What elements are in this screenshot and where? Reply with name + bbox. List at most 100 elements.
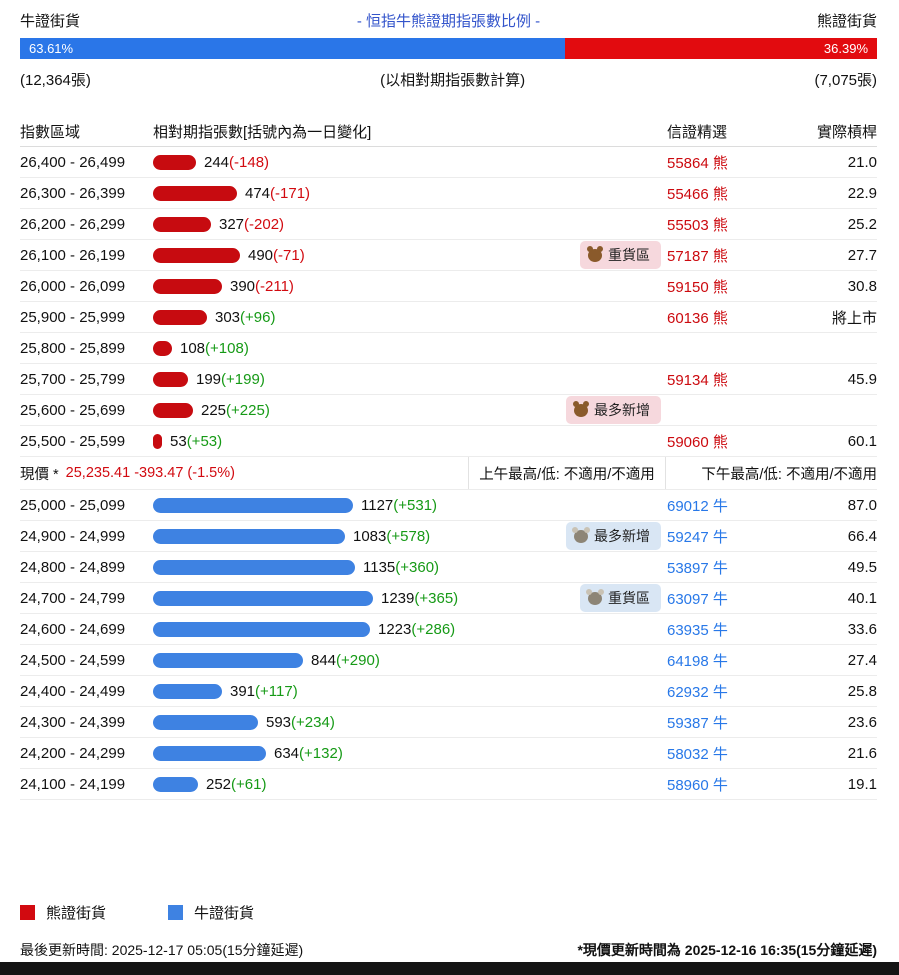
leverage-value: 23.6 xyxy=(847,713,877,731)
cert-code[interactable]: 59060 熊 xyxy=(667,433,728,451)
index-range: 26,000 - 26,099 xyxy=(20,277,126,295)
ox-face-icon xyxy=(572,526,590,543)
contracts-cell: 1223(+286) xyxy=(153,621,667,638)
current-price-cell: 現價 * 25,235.41 -393.47 (-1.5%) xyxy=(20,457,468,489)
leverage-value: 27.4 xyxy=(847,651,877,669)
cert-code[interactable]: 69012 牛 xyxy=(667,497,728,515)
bear-ratio-segment: 36.39% xyxy=(565,38,877,59)
leverage-value: 45.9 xyxy=(847,370,877,388)
contracts-change: (+96) xyxy=(240,308,276,326)
leverage-value: 27.7 xyxy=(847,246,877,264)
contracts-bar xyxy=(153,433,162,449)
zone-badge: 最多新增 xyxy=(566,396,661,424)
table-row: 25,500 - 25,599 53(+53) 59060 熊 60.1 xyxy=(20,426,877,457)
index-range: 24,300 - 24,399 xyxy=(20,713,126,731)
cert-code[interactable]: 58960 牛 xyxy=(667,776,728,794)
afternoon-high-low: 下午最高/低: 不適用/不適用 xyxy=(665,457,877,489)
badge-label: 最多新增 xyxy=(594,528,650,544)
contracts-cell: 1135(+360) xyxy=(153,559,667,576)
contracts-bar xyxy=(153,559,355,575)
contracts-text: 1083(+578) xyxy=(353,528,430,545)
contracts-value: 1239 xyxy=(381,589,415,607)
cert-code[interactable]: 60136 熊 xyxy=(667,309,728,327)
contracts-change: (-71) xyxy=(273,246,305,264)
cert-code[interactable]: 59150 熊 xyxy=(667,278,728,296)
contracts-cell: 244(-148) xyxy=(153,154,667,171)
badge-label: 重貨區 xyxy=(608,590,650,606)
contracts-value: 244 xyxy=(204,153,230,171)
cert-code[interactable]: 55864 熊 xyxy=(667,154,728,172)
table-row: 26,400 - 26,499 244(-148) 55864 熊 21.0 xyxy=(20,147,877,178)
table-row: 25,600 - 25,699 225(+225) 最多新增 xyxy=(20,395,877,426)
contracts-bar xyxy=(153,185,237,201)
contracts-bar xyxy=(153,745,266,761)
table-row: 24,700 - 24,799 1239(+365) 重貨區 63097 牛 4… xyxy=(20,583,877,614)
contracts-cell: 252(+61) xyxy=(153,776,667,793)
bull-ratio-percent: 63.61% xyxy=(29,41,74,56)
contracts-change: (+531) xyxy=(393,496,438,514)
top-header: 牛證街貨 - 恒指牛熊證期指張數比例 - 熊證街貨 xyxy=(20,9,877,31)
table-row: 26,000 - 26,099 390(-211) 59150 熊 30.8 xyxy=(20,271,877,302)
cert-code[interactable]: 59247 牛 xyxy=(667,528,728,546)
contracts-cell: 199(+199) xyxy=(153,371,667,388)
contracts-value: 199 xyxy=(196,370,222,388)
contracts-change: (+234) xyxy=(291,713,335,731)
cert-code[interactable]: 57187 熊 xyxy=(667,247,728,265)
contracts-bar xyxy=(153,776,198,792)
leverage-value: 21.6 xyxy=(847,744,877,762)
contracts-text: 327(-202) xyxy=(219,216,284,233)
table-row: 24,800 - 24,899 1135(+360) 53897 牛 49.5 xyxy=(20,552,877,583)
totals-row: (12,364張) (以相對期指張數計算) (7,075張) xyxy=(20,69,877,90)
cert-code[interactable]: 63097 牛 xyxy=(667,590,728,608)
contracts-value: 1135 xyxy=(363,558,396,576)
contracts-bar xyxy=(153,402,193,418)
leverage-value: 49.5 xyxy=(847,558,877,576)
contracts-cell: 593(+234) xyxy=(153,714,667,731)
leverage-value: 66.4 xyxy=(847,527,877,545)
contracts-bar xyxy=(153,497,353,513)
contracts-cell: 474(-171) xyxy=(153,185,667,202)
contracts-value: 1223 xyxy=(378,620,412,638)
cert-code[interactable]: 59134 熊 xyxy=(667,371,728,389)
contracts-bar xyxy=(153,621,370,637)
table-header: 指數區域 相對期指張數[括號內為一日變化] 信證精選 實際槓桿 xyxy=(20,117,877,147)
contracts-bar xyxy=(153,154,196,170)
badge-label: 重貨區 xyxy=(608,247,650,263)
contracts-text: 490(-71) xyxy=(248,247,305,264)
contracts-text: 108(+108) xyxy=(180,340,249,357)
contracts-change: (+53) xyxy=(186,432,223,450)
contracts-bar xyxy=(153,652,303,668)
leverage-value: 21.0 xyxy=(847,153,877,171)
contracts-text: 390(-211) xyxy=(230,278,294,295)
cert-code[interactable]: 55466 熊 xyxy=(667,185,728,203)
contracts-cell: 1127(+531) xyxy=(153,497,667,514)
index-range: 24,100 - 24,199 xyxy=(20,775,126,793)
leverage-value: 87.0 xyxy=(847,496,877,514)
bull-swatch-icon xyxy=(168,905,184,920)
table-row: 26,300 - 26,399 474(-171) 55466 熊 22.9 xyxy=(20,178,877,209)
bull-bear-ratio-bar: 63.61% 36.39% xyxy=(20,38,877,59)
bull-holdings-label: 牛證街貨 xyxy=(20,12,81,30)
cert-code[interactable]: 59387 牛 xyxy=(667,714,728,732)
price-updated-time: *現價更新時間為 2025-12-16 16:35(15分鐘延遲) xyxy=(577,942,877,958)
index-range: 24,400 - 24,499 xyxy=(20,682,126,700)
contracts-change: (+365) xyxy=(414,589,459,607)
index-range: 24,800 - 24,899 xyxy=(20,558,126,576)
contracts-value: 1127 xyxy=(361,496,394,514)
distribution-table: 指數區域 相對期指張數[括號內為一日變化] 信證精選 實際槓桿 26,400 -… xyxy=(20,117,877,800)
legend-item-bull: 牛證街貨 xyxy=(168,902,254,923)
legend-bull-label: 牛證街貨 xyxy=(194,905,255,922)
cert-code[interactable]: 64198 牛 xyxy=(667,652,728,670)
cert-code[interactable]: 58032 牛 xyxy=(667,745,728,763)
current-price-row: 現價 * 25,235.41 -393.47 (-1.5%) 上午最高/低: 不… xyxy=(20,457,877,490)
contracts-change: (+132) xyxy=(299,744,343,762)
ox-face-icon xyxy=(586,588,604,605)
table-row: 24,500 - 24,599 844(+290) 64198 牛 27.4 xyxy=(20,645,877,676)
cert-code[interactable]: 62932 牛 xyxy=(667,683,728,701)
cert-code[interactable]: 63935 牛 xyxy=(667,621,728,639)
cert-code[interactable]: 53897 牛 xyxy=(667,559,728,577)
contracts-value: 303 xyxy=(215,308,241,326)
cert-code[interactable]: 55503 熊 xyxy=(667,216,728,234)
bottom-black-bar xyxy=(0,962,899,975)
